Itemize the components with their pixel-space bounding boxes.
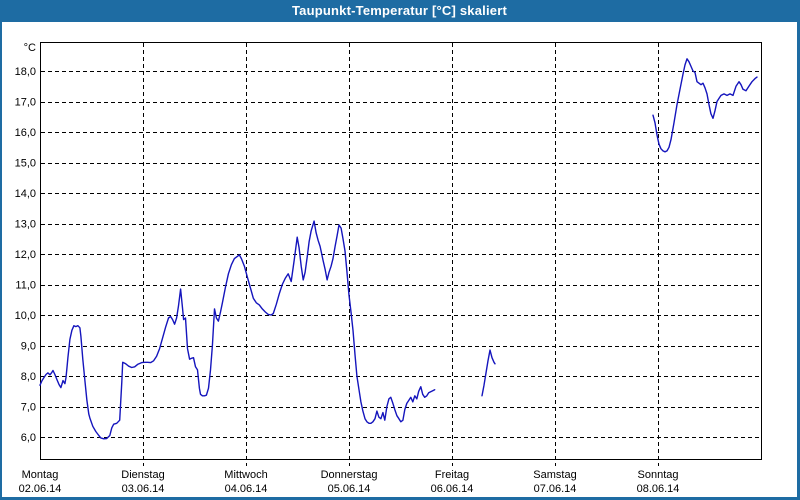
y-tick-label: 8,0	[21, 371, 36, 383]
y-tick-label: 13,0	[15, 219, 36, 231]
gridlines	[41, 43, 760, 466]
plot-border	[40, 42, 762, 460]
x-tick-day-name: Montag	[22, 469, 59, 481]
page-title: Taupunkt-Temperatur [°C] skaliert	[291, 3, 507, 18]
x-tick-day-name: Donnerstag	[321, 469, 378, 481]
x-tick-date: 05.06.14	[328, 483, 371, 495]
x-tick-date: 08.06.14	[637, 483, 680, 495]
x-tick-date: 07.06.14	[534, 483, 577, 495]
line-segment	[652, 58, 758, 153]
y-axis-labels: °C 18,0 17,0 16,0 15,0 14,0 13,0 12,0 11,0 10,0 9,…	[15, 42, 36, 444]
chart-title-bar: Taupunkt-Temperatur [°C] skaliert	[2, 0, 797, 22]
x-tick-day-name: Sonntag	[638, 469, 679, 481]
line-segment	[481, 349, 496, 397]
y-tick-label: 11,0	[15, 280, 36, 292]
line-segment	[39, 220, 436, 440]
x-tick-date: 03.06.14	[122, 483, 165, 495]
temperature-line-series	[39, 58, 758, 440]
x-tick-date: 02.06.14	[19, 483, 62, 495]
y-tick-label: 6,0	[21, 432, 36, 444]
x-tick-day-name: Freitag	[435, 469, 469, 481]
y-tick-label: 15,0	[15, 158, 36, 170]
x-tick-day-name: Samstag	[533, 469, 576, 481]
x-tick-date: 04.06.14	[225, 483, 268, 495]
y-tick-label: 16,0	[15, 127, 36, 139]
x-tick-date: 06.06.14	[431, 483, 474, 495]
y-tick-label: 18,0	[15, 66, 36, 78]
x-axis-labels: Montag 02.06.14 Dienstag 03.06.14 Mittwoch 04…	[19, 469, 680, 495]
y-tick-label: 12,0	[15, 249, 36, 261]
y-tick-label: 14,0	[15, 188, 36, 200]
y-axis-unit-label: °C	[24, 42, 36, 54]
x-tick-day-name: Mittwoch	[224, 469, 267, 481]
y-tick-label: 10,0	[15, 310, 36, 322]
y-tick-label: 7,0	[21, 402, 36, 414]
x-tick-day-name: Dienstag	[121, 469, 164, 481]
y-tick-label: 17,0	[15, 97, 36, 109]
y-tick-label: 9,0	[21, 341, 36, 353]
